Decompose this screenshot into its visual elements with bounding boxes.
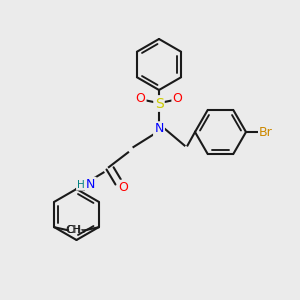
Text: O: O — [118, 181, 128, 194]
Text: O: O — [136, 92, 145, 105]
Text: CH₃: CH₃ — [66, 225, 85, 235]
Text: CH₃: CH₃ — [67, 225, 86, 235]
Text: S: S — [154, 97, 164, 110]
Text: O: O — [173, 92, 182, 105]
Text: Br: Br — [259, 125, 273, 139]
Text: N: N — [86, 178, 96, 191]
Text: H: H — [77, 179, 85, 190]
Text: N: N — [154, 122, 164, 136]
